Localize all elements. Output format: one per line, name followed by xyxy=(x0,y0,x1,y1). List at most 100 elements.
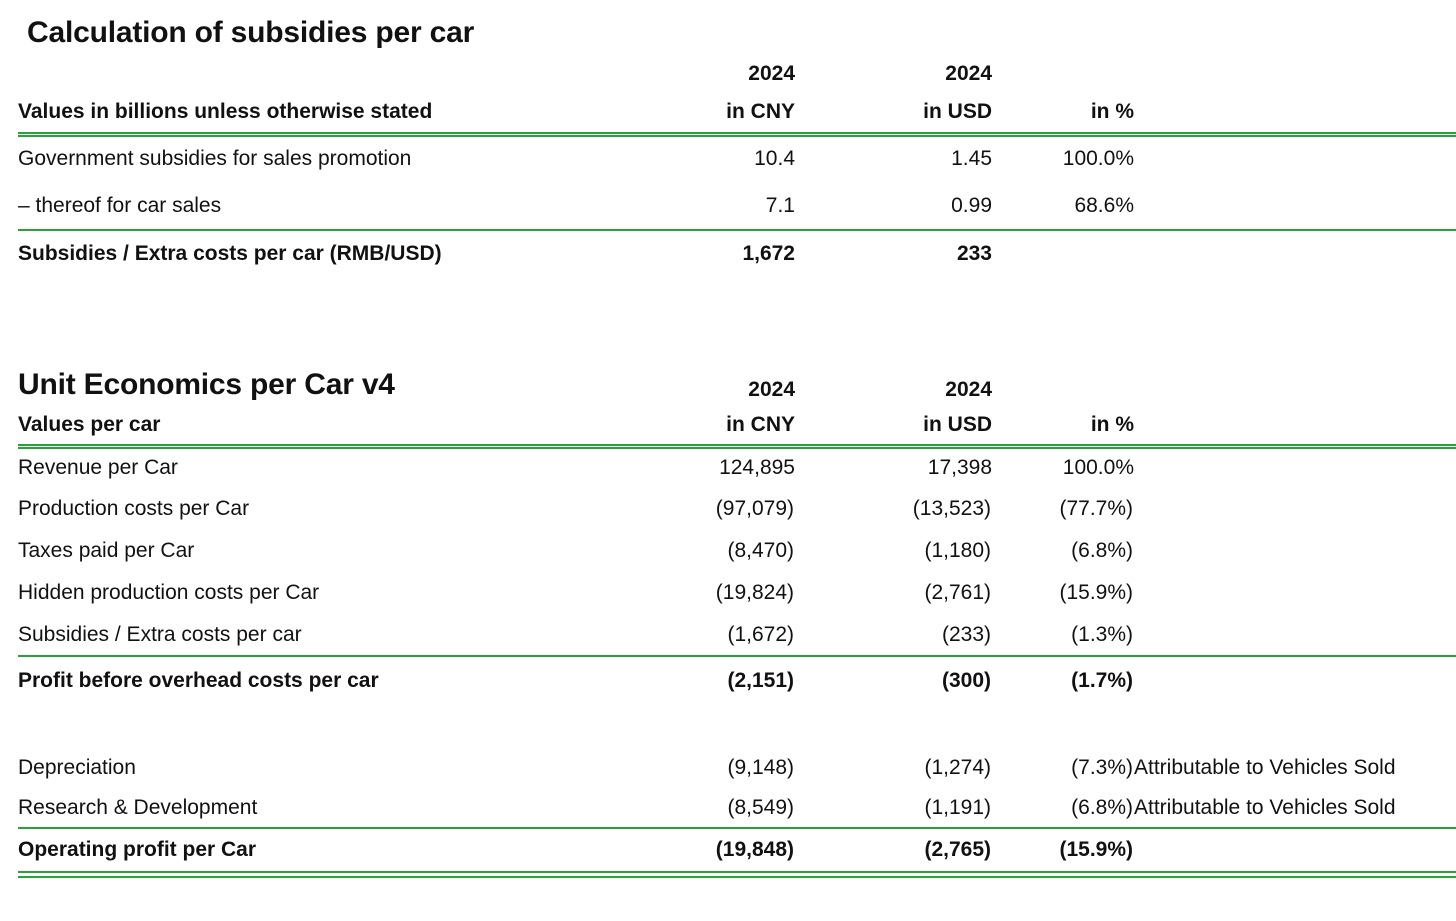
subsidies-calculation-section: Calculation of subsidies per car 2024 20… xyxy=(0,16,1456,276)
row-note xyxy=(1134,182,1456,230)
row-label: Taxes paid per Car xyxy=(18,539,195,562)
table-row-subsidies-per-car-total: Subsidies / Extra costs per car (RMB/USD… xyxy=(18,229,1456,276)
column-header-year-usd: 2024 xyxy=(945,62,992,85)
unit-economics-year-header-row: Unit Economics per Car v4 2024 2024 xyxy=(18,360,1456,404)
row-label: Operating profit per Car xyxy=(18,827,540,878)
value-cny: 1,672 xyxy=(540,229,795,276)
value-pct: (6.8%) xyxy=(1071,539,1133,562)
value-usd: (233) xyxy=(941,622,991,646)
column-header-year-cny: 2024 xyxy=(748,62,795,85)
unit-economics-table: Unit Economics per Car v4 2024 2024 Valu… xyxy=(18,360,1456,878)
unit-economics-unit-header-row: Values per car in CNY in USD in % xyxy=(18,404,1456,449)
column-header-in-pct: in % xyxy=(992,90,1134,137)
row-label: Subsidies / Extra costs per car (RMB/USD… xyxy=(18,229,540,276)
row-note xyxy=(1134,134,1456,182)
subsidies-table-year-header-row: 2024 2024 xyxy=(18,50,1456,90)
table-row-taxes-paid: Taxes paid per Car (8,470) (1,180) (6.8%… xyxy=(18,530,1456,572)
section-title-unit-economics: Unit Economics per Car v4 xyxy=(18,368,395,401)
column-header-in-pct: in % xyxy=(992,404,1134,449)
table-row-thereof-car-sales: – thereof for car sales 7.1 0.99 68.6% xyxy=(18,182,1456,230)
row-note: Attributable to Vehicles Sold xyxy=(1134,756,1396,779)
value-usd: 233 xyxy=(795,229,992,276)
value-usd: (300) xyxy=(795,655,992,704)
table-row-depreciation: Depreciation (9,148) (1,274) (7.3%) Attr… xyxy=(18,748,1456,788)
empty-cell xyxy=(992,360,1134,404)
section-title-subsidies: Calculation of subsidies per car xyxy=(27,16,475,49)
row-note xyxy=(1134,614,1456,656)
row-label: Production costs per Car xyxy=(18,497,250,520)
row-label: Revenue per Car xyxy=(18,456,178,480)
value-pct xyxy=(992,229,1134,276)
table-row-research-development: Research & Development (8,549) (1,191) (… xyxy=(18,788,1456,828)
value-pct: (1.3%) xyxy=(1071,622,1133,646)
value-usd: (13,523) xyxy=(912,497,991,520)
empty-cell xyxy=(1134,360,1456,404)
value-cny: 10.4 xyxy=(754,147,795,171)
table-row-government-subsidies: Government subsidies for sales promotion… xyxy=(18,134,1456,182)
value-usd: (1,274) xyxy=(924,756,991,779)
value-pct: 100.0% xyxy=(1062,456,1134,480)
table-row-production-costs: Production costs per Car (97,079) (13,52… xyxy=(18,488,1456,530)
value-pct: (77.7%) xyxy=(1059,497,1133,520)
value-usd: (1,180) xyxy=(924,539,991,562)
column-header-in-usd: in USD xyxy=(795,90,992,137)
row-header-values-in-billions: Values in billions unless otherwise stat… xyxy=(18,90,540,137)
value-pct: (15.9%) xyxy=(1059,581,1133,604)
empty-cell xyxy=(1134,404,1456,449)
table-row-profit-before-overhead: Profit before overhead costs per car (2,… xyxy=(18,655,1456,704)
row-note: Attributable to Vehicles Sold xyxy=(1134,795,1396,819)
value-cny: (8,549) xyxy=(727,795,794,819)
value-cny: (2,151) xyxy=(540,655,795,704)
row-label: Research & Development xyxy=(18,795,258,819)
value-cny: (9,148) xyxy=(727,756,794,779)
value-usd: (2,761) xyxy=(924,581,991,604)
row-label: – thereof for car sales xyxy=(18,193,222,217)
row-label: Depreciation xyxy=(18,756,136,779)
value-pct: (7.3%) xyxy=(1071,756,1133,779)
column-header-year-cny: 2024 xyxy=(748,378,795,401)
column-header-in-cny: in CNY xyxy=(540,90,795,137)
column-header-year-usd: 2024 xyxy=(945,378,992,401)
row-note xyxy=(1134,488,1456,530)
column-header-in-usd: in USD xyxy=(795,404,992,449)
empty-cell xyxy=(1134,90,1456,137)
value-cny: (1,672) xyxy=(727,622,794,646)
table-row-subsidies-extra-costs: Subsidies / Extra costs per car (1,672) … xyxy=(18,614,1456,656)
table-row-revenue-per-car: Revenue per Car 124,895 17,398 100.0% xyxy=(18,446,1456,488)
subsidies-table: 2024 2024 Values in billions unless othe… xyxy=(18,50,1456,276)
row-label: Hidden production costs per Car xyxy=(18,581,320,604)
empty-cell xyxy=(1134,50,1456,90)
row-label: Profit before overhead costs per car xyxy=(18,655,540,704)
value-usd: (1,191) xyxy=(924,795,991,819)
subsidies-table-unit-header-row: Values in billions unless otherwise stat… xyxy=(18,90,1456,137)
value-pct: 100.0% xyxy=(1062,147,1134,171)
value-cny: (19,824) xyxy=(715,581,794,604)
row-note xyxy=(1134,530,1456,572)
row-header-values-per-car: Values per car xyxy=(18,404,540,449)
empty-cell xyxy=(18,50,540,90)
row-note xyxy=(1134,655,1456,704)
empty-cell xyxy=(992,50,1134,90)
row-label: Government subsidies for sales promotion xyxy=(18,147,412,171)
value-usd: 17,398 xyxy=(927,456,992,480)
row-label: Subsidies / Extra costs per car xyxy=(18,622,302,646)
value-pct: (6.8%) xyxy=(1071,795,1133,819)
value-cny: (8,470) xyxy=(727,539,794,562)
value-cny: 124,895 xyxy=(719,456,795,480)
row-note xyxy=(1134,446,1456,488)
table-row-hidden-production-costs: Hidden production costs per Car (19,824)… xyxy=(18,572,1456,614)
value-usd: (2,765) xyxy=(795,827,992,878)
value-cny: (97,079) xyxy=(715,497,794,520)
row-note xyxy=(1134,229,1456,276)
row-note xyxy=(1134,572,1456,614)
unit-economics-section: Unit Economics per Car v4 2024 2024 Valu… xyxy=(0,360,1456,878)
column-header-in-cny: in CNY xyxy=(540,404,795,449)
value-pct: 68.6% xyxy=(1074,193,1134,217)
value-pct: (15.9%) xyxy=(992,827,1134,878)
blank-row xyxy=(18,704,1456,748)
value-usd: 0.99 xyxy=(951,193,992,217)
value-usd: 1.45 xyxy=(951,147,992,171)
value-pct: (1.7%) xyxy=(992,655,1134,704)
table-row-operating-profit: Operating profit per Car (19,848) (2,765… xyxy=(18,827,1456,878)
row-note xyxy=(1134,827,1456,878)
